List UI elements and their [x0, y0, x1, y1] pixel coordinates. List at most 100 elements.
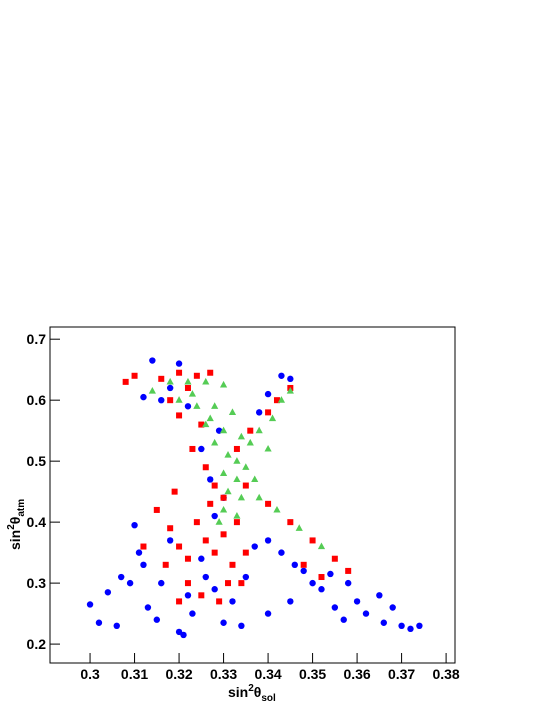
point [255, 493, 263, 501]
point [242, 573, 250, 581]
point [317, 542, 326, 550]
point [233, 512, 241, 519]
y-axis-label: sin2θatm [6, 499, 27, 550]
point [184, 592, 192, 599]
point [198, 421, 205, 428]
point [166, 384, 174, 392]
point [238, 580, 245, 587]
point [202, 537, 209, 544]
point [135, 549, 143, 556]
point [184, 580, 191, 587]
point [166, 537, 174, 544]
point [265, 500, 272, 507]
point [300, 561, 307, 568]
point [188, 390, 197, 397]
point [193, 372, 200, 379]
y-tick-label: 0.3 [27, 575, 47, 591]
point [184, 384, 191, 391]
point [264, 537, 272, 544]
point [95, 619, 103, 626]
point [389, 604, 396, 611]
point [176, 598, 183, 605]
point [153, 616, 161, 623]
y-tick-label: 0.4 [27, 514, 47, 530]
point [238, 622, 245, 630]
x-tick-label: 0.36 [343, 666, 370, 682]
point [153, 506, 160, 513]
point [264, 444, 272, 452]
x-tick-label: 0.38 [432, 666, 459, 682]
point [206, 414, 214, 422]
point [228, 408, 237, 415]
x-tick-label: 0.3 [80, 666, 100, 682]
y-tick-label: 0.6 [27, 392, 47, 408]
point [242, 463, 250, 470]
point [144, 604, 152, 611]
point [167, 525, 174, 532]
point [211, 549, 218, 556]
point [189, 610, 196, 617]
point [265, 409, 272, 416]
point [180, 631, 187, 639]
point [229, 561, 236, 568]
point [211, 438, 219, 446]
point [171, 488, 178, 495]
point [162, 561, 169, 568]
point [340, 616, 347, 623]
point [198, 592, 205, 599]
point [126, 579, 134, 587]
point [219, 469, 228, 476]
point [268, 414, 277, 422]
point [278, 372, 285, 379]
point [193, 519, 200, 526]
point [237, 493, 245, 501]
point [184, 403, 192, 410]
point [229, 598, 236, 605]
point [224, 487, 232, 495]
point [233, 475, 241, 483]
point [237, 432, 245, 440]
point [416, 622, 423, 630]
point [86, 601, 94, 608]
point [309, 579, 316, 587]
point [225, 580, 232, 587]
point [198, 445, 205, 453]
point [220, 619, 227, 626]
point [380, 619, 387, 626]
point [247, 427, 254, 434]
point [224, 451, 232, 458]
point [118, 573, 125, 581]
point [309, 537, 316, 544]
point [175, 396, 183, 403]
x-tick-label: 0.31 [121, 666, 148, 682]
frame [49, 326, 456, 664]
point [353, 598, 361, 605]
y-tick-label: 0.7 [27, 331, 47, 347]
point [140, 393, 147, 401]
point [131, 372, 138, 379]
point [264, 390, 272, 398]
point [273, 397, 280, 404]
point [176, 412, 183, 419]
point [198, 555, 205, 562]
point [211, 586, 218, 593]
point [291, 561, 298, 569]
point [398, 622, 405, 630]
point [287, 598, 294, 605]
point [242, 482, 249, 489]
point [104, 589, 112, 596]
point [331, 555, 338, 562]
point [251, 543, 258, 550]
point [255, 426, 263, 434]
point [207, 500, 214, 507]
point [286, 387, 294, 394]
point [207, 369, 214, 376]
point [220, 494, 227, 501]
point [122, 378, 129, 385]
point [140, 561, 147, 569]
x-tick-label: 0.37 [388, 666, 415, 682]
point [216, 598, 223, 605]
point [220, 531, 227, 538]
point [158, 396, 165, 404]
